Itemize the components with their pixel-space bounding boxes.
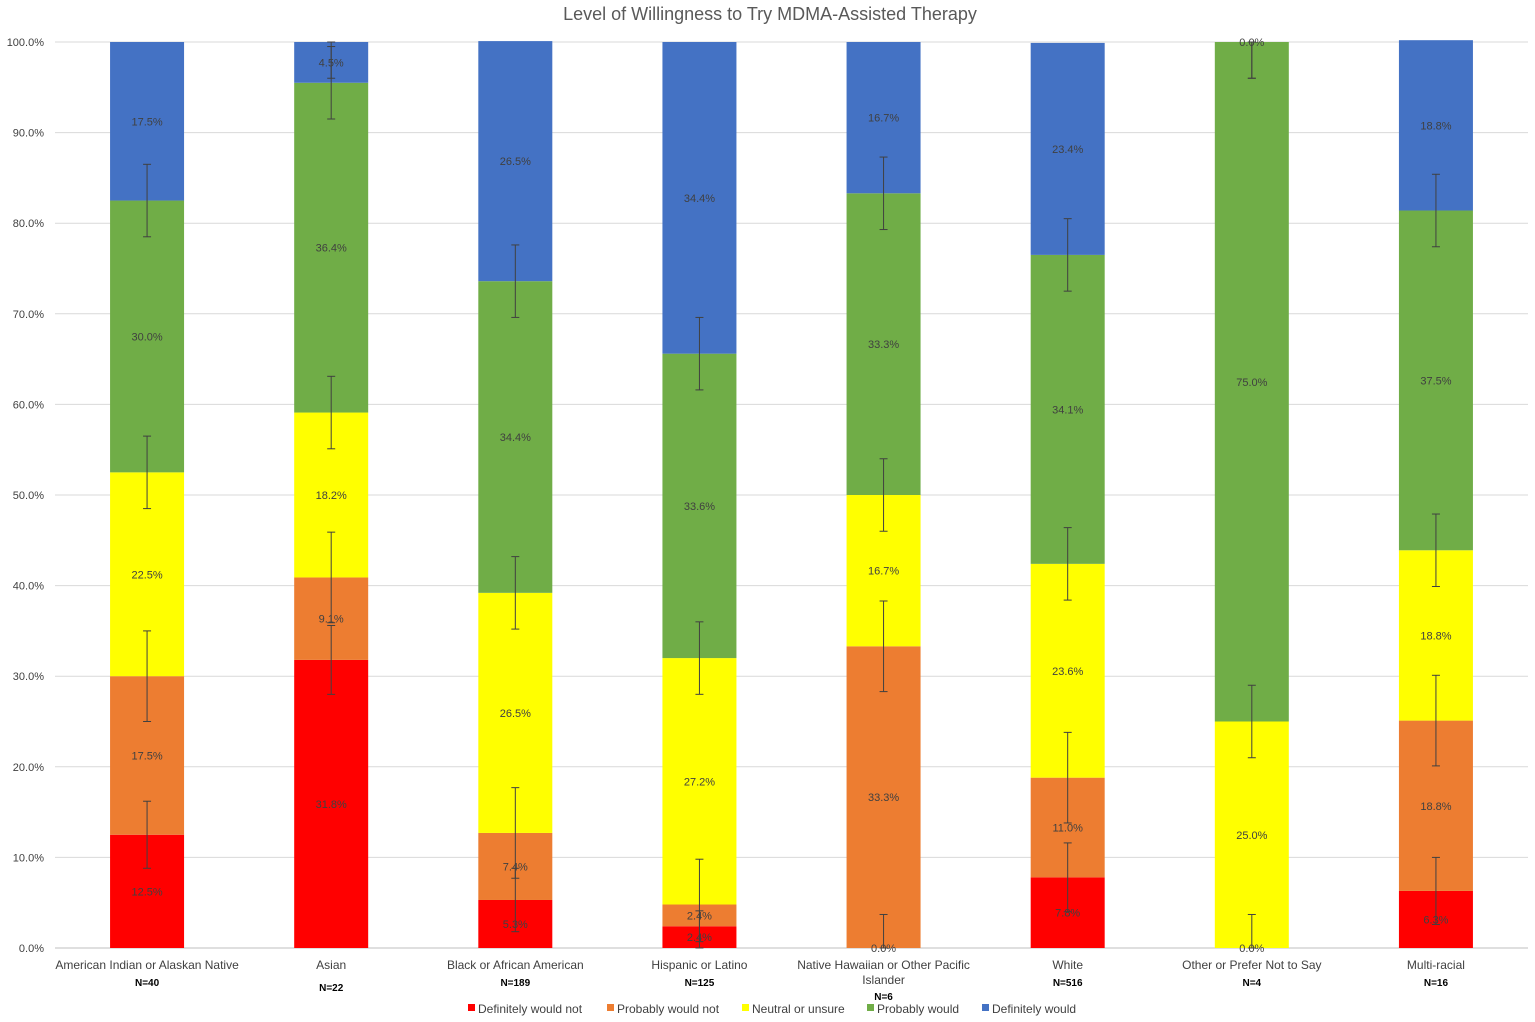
- legend: Definitely would not Probably would not Ne…: [468, 1002, 1076, 1016]
- bar-segment: [294, 82, 369, 413]
- data-label: 23.4%: [1052, 144, 1083, 156]
- data-labels: 12.5% 17.5% 22.5% 30.0% 17.5% 31.8% 9.1% 18.2% 3…: [131, 37, 1451, 955]
- data-label: 34.4%: [500, 432, 531, 444]
- legend-label: Definitely would: [992, 1002, 1076, 1016]
- y-tick-label: 90.0%: [13, 128, 44, 140]
- y-tick-label: 40.0%: [13, 581, 44, 593]
- y-axis: 0.0% 10.0% 20.0% 30.0% 40.0% 50.0% 60.0% 70.0% 8…: [7, 37, 45, 955]
- data-label: 4.5%: [319, 57, 344, 69]
- data-label: 0.0%: [871, 943, 896, 955]
- data-label: 25.0%: [1236, 830, 1267, 842]
- legend-swatch: [982, 1004, 989, 1011]
- data-label: 34.4%: [684, 193, 715, 205]
- data-label: 12.5%: [131, 886, 162, 898]
- bar-segment: [1214, 42, 1289, 722]
- data-label: 75.0%: [1236, 377, 1267, 389]
- data-label: 7.4%: [503, 861, 528, 873]
- category-label: Native Hawaiian or Other Pacific: [797, 958, 970, 972]
- y-tick-label: 80.0%: [13, 218, 44, 230]
- category-label: Islander: [862, 973, 905, 987]
- chart-title: Level of Willingness to Try MDMA-Assiste…: [563, 4, 977, 24]
- x-axis: American Indian or Alaskan Native N=40 Asi…: [55, 958, 1465, 1003]
- data-label: 17.5%: [131, 750, 162, 762]
- bar-segment: [1214, 721, 1289, 948]
- y-tick-label: 20.0%: [13, 762, 44, 774]
- data-label: 26.5%: [500, 708, 531, 720]
- data-label: 18.8%: [1420, 630, 1451, 642]
- category-label: Hispanic or Latino: [651, 958, 747, 972]
- bar-segment: [846, 646, 921, 948]
- data-label: 18.8%: [1420, 801, 1451, 813]
- data-label: 18.2%: [316, 490, 347, 502]
- sample-size-label: N=4: [1243, 978, 1262, 989]
- legend-label: Probably would: [877, 1002, 959, 1016]
- legend-swatch: [607, 1004, 614, 1011]
- data-label: 33.3%: [868, 792, 899, 804]
- legend-label: Definitely would not: [478, 1002, 583, 1016]
- category-label: Other or Prefer Not to Say: [1182, 958, 1321, 972]
- data-label: 36.4%: [316, 243, 347, 255]
- sample-size-label: N=16: [1424, 978, 1449, 989]
- data-label: 0.0%: [1239, 37, 1264, 49]
- legend-label: Probably would not: [617, 1002, 720, 1016]
- data-label: 30.0%: [131, 331, 162, 343]
- data-label: 22.5%: [131, 569, 162, 581]
- bar-segment: [662, 42, 737, 354]
- category-label: Asian: [316, 958, 346, 972]
- data-label: 11.0%: [1053, 823, 1084, 835]
- bar-segment: [662, 353, 737, 659]
- data-label: 18.8%: [1420, 120, 1451, 132]
- bar-segment: [110, 200, 185, 473]
- bar-segment: [478, 281, 553, 593]
- y-tick-label: 10.0%: [13, 852, 44, 864]
- data-label: 9.1%: [319, 614, 344, 626]
- data-label: 34.1%: [1052, 404, 1083, 416]
- data-label: 33.3%: [868, 339, 899, 351]
- data-label: 5.3%: [503, 919, 528, 931]
- data-label: 2.4%: [687, 932, 712, 944]
- y-tick-label: 60.0%: [13, 399, 44, 411]
- bar-segment: [1030, 254, 1105, 564]
- y-tick-label: 30.0%: [13, 671, 44, 683]
- legend-swatch: [867, 1004, 874, 1011]
- data-label: 0.0%: [1239, 943, 1264, 955]
- legend-label: Neutral or unsure: [752, 1002, 845, 1016]
- data-label: 27.2%: [684, 776, 715, 788]
- sample-size-label: N=189: [500, 978, 530, 989]
- category-label: Multi-racial: [1407, 958, 1465, 972]
- data-label: 2.4%: [687, 910, 712, 922]
- data-label: 16.7%: [868, 566, 899, 578]
- y-tick-label: 0.0%: [19, 943, 44, 955]
- data-label: 33.6%: [684, 501, 715, 513]
- sample-size-label: N=40: [135, 978, 160, 989]
- category-label: White: [1052, 958, 1083, 972]
- data-label: 16.7%: [868, 113, 899, 125]
- bar-segment: [1398, 210, 1473, 551]
- bars: [110, 40, 1473, 948]
- sample-size-label: N=516: [1053, 978, 1083, 989]
- data-label: 7.8%: [1055, 908, 1080, 920]
- legend-swatch: [468, 1004, 475, 1011]
- legend-swatch: [742, 1004, 749, 1011]
- sample-size-label: N=22: [319, 983, 344, 994]
- bar-segment: [294, 659, 369, 948]
- data-label: 31.8%: [316, 799, 347, 811]
- data-label: 17.5%: [131, 116, 162, 128]
- bar-segment: [478, 41, 553, 282]
- grid-lines: [55, 41, 1528, 949]
- y-tick-label: 50.0%: [13, 490, 44, 502]
- y-tick-label: 100.0%: [7, 37, 45, 49]
- y-tick-label: 70.0%: [13, 309, 44, 321]
- data-label: 23.6%: [1052, 666, 1083, 678]
- sample-size-label: N=6: [874, 992, 893, 1003]
- error-bars: [143, 41, 1440, 949]
- sample-size-label: N=125: [685, 978, 715, 989]
- category-label: American Indian or Alaskan Native: [55, 958, 239, 972]
- data-label: 37.5%: [1420, 375, 1451, 387]
- bar-segment: [846, 193, 921, 495]
- category-label: Black or African American: [447, 958, 584, 972]
- data-label: 6.3%: [1423, 914, 1448, 926]
- data-label: 26.5%: [500, 156, 531, 168]
